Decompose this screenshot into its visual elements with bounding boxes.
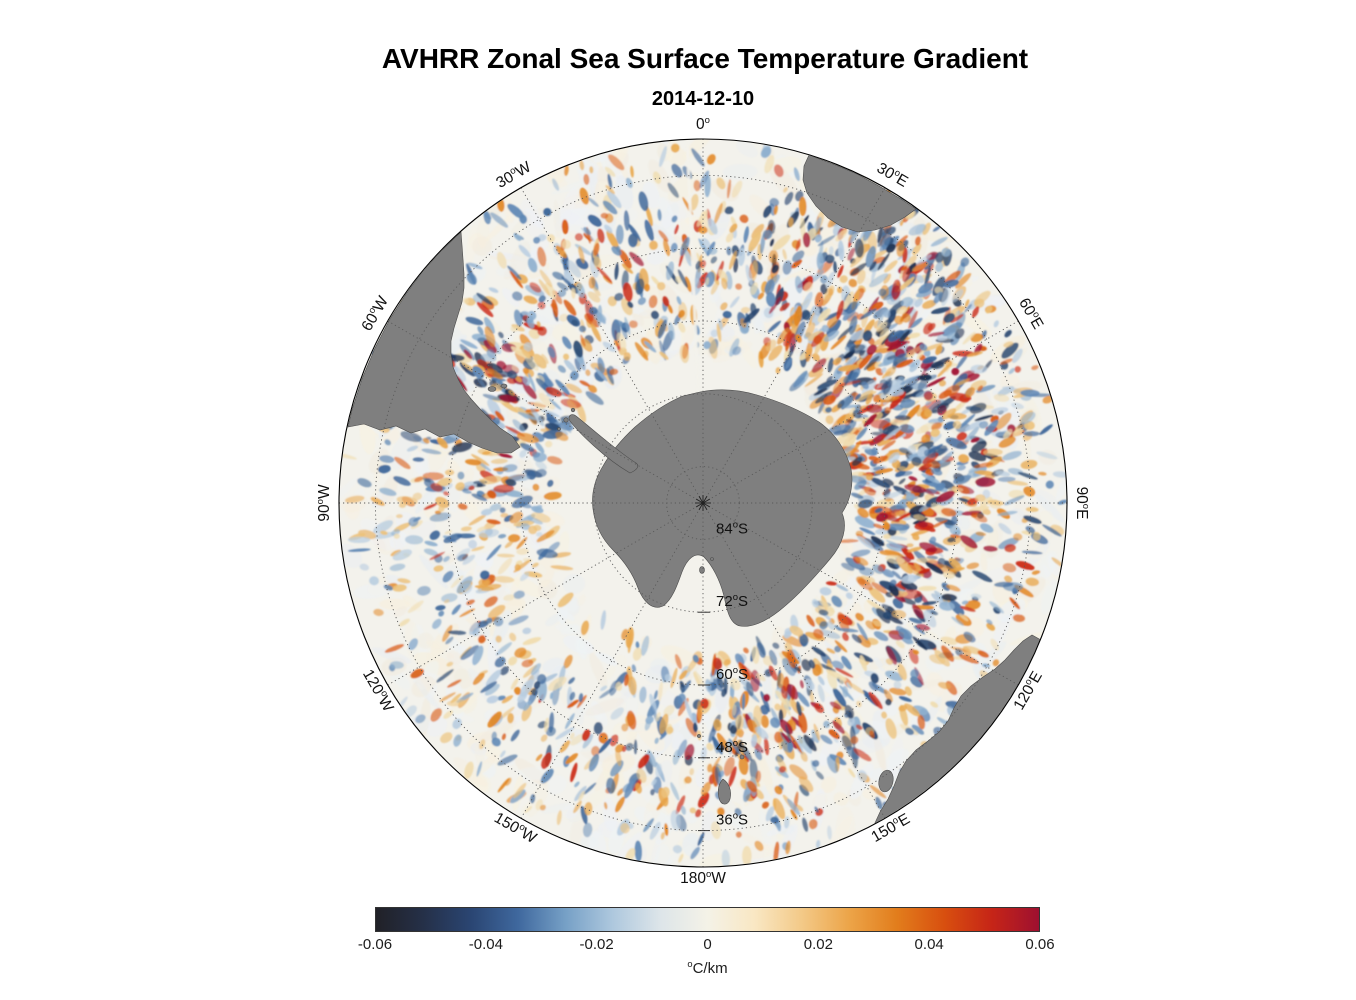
lon-label-0: 0o xyxy=(696,115,710,133)
landmasses xyxy=(347,154,1042,826)
colorbar-gradient xyxy=(375,907,1040,932)
antarctica-landmass xyxy=(592,389,853,627)
colorbar-ticks: -0.06 -0.04 -0.02 0 0.02 0.04 0.06 xyxy=(358,936,1055,956)
colorbar-tick--0.06: -0.06 xyxy=(357,936,393,953)
lat-label-60S: 60oS xyxy=(716,665,748,683)
south-pole-marker xyxy=(695,495,711,511)
small-island xyxy=(570,407,576,413)
colorbar-tick--0.02: -0.02 xyxy=(579,936,614,953)
small-island xyxy=(699,566,705,574)
antarctic-peninsula xyxy=(568,414,639,474)
small-island xyxy=(500,383,508,389)
figure-subtitle: 2014-12-10 xyxy=(651,88,755,110)
lon-label-90E: 90oE xyxy=(1073,487,1091,520)
south-america-landmass xyxy=(347,231,521,454)
map-boundary xyxy=(338,138,1068,868)
map-labels: 84oS72oS60oS48oS36oS0o30oE60oE90oE120oE1… xyxy=(315,115,1091,887)
colorbar-tick-0: 0 xyxy=(703,936,712,953)
africa-landmass xyxy=(802,154,917,233)
colorbar: -0.06 -0.04 -0.02 0 0.02 0.04 0.06 oC/km xyxy=(358,907,1055,977)
small-island xyxy=(557,427,561,431)
small-island xyxy=(563,417,569,423)
small-island xyxy=(710,557,714,561)
small-island xyxy=(697,734,701,738)
colorbar-tick--0.04: -0.04 xyxy=(468,936,503,953)
lon-label-180W: 180oW xyxy=(680,869,726,887)
colorbar-tick-0.06: 0.06 xyxy=(1025,936,1055,953)
small-island xyxy=(739,754,745,760)
small-island xyxy=(487,386,497,392)
lat-label-36S: 36oS xyxy=(716,811,748,829)
lat-label-72S: 72oS xyxy=(716,592,748,610)
lon-label-90W: 90oW xyxy=(315,484,333,522)
lat-label-48S: 48oS xyxy=(716,738,748,756)
figure-title: AVHRR Zonal Sea Surface Temperature Grad… xyxy=(381,43,1029,74)
small-island xyxy=(717,778,731,805)
colorbar-unit-label: oC/km xyxy=(687,959,728,977)
colorbar-tick-0.04: 0.04 xyxy=(914,936,944,953)
colorbar-tick-0.02: 0.02 xyxy=(803,936,833,953)
lat-label-84S: 84oS xyxy=(716,519,748,537)
sst-gradient-field xyxy=(339,139,1067,867)
